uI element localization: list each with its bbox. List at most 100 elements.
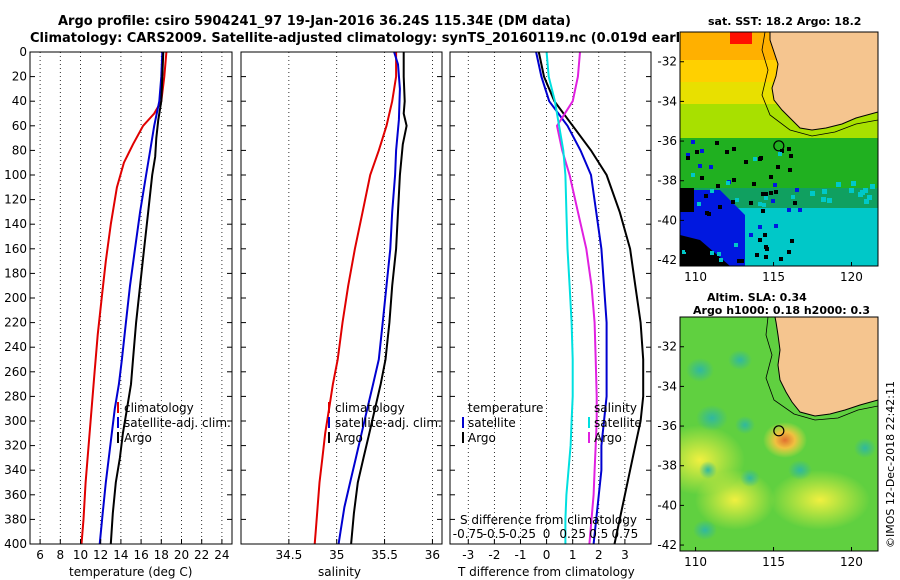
x-tick-label: 14	[113, 548, 128, 562]
sst-pixel	[772, 231, 776, 235]
figure-title-line1: Argo profile: csiro 5904241_97 19-Jan-20…	[58, 14, 571, 29]
map-x-tick-label: 110	[684, 555, 707, 569]
s-tick-label: 0	[543, 527, 551, 541]
sst-pixel	[705, 249, 709, 253]
sst-pixel	[759, 156, 763, 160]
sst-pixel	[724, 215, 728, 219]
sst-pixel	[732, 178, 736, 182]
sla-blob	[728, 350, 752, 370]
sla-blob	[740, 469, 760, 487]
sst-pixel	[725, 150, 729, 154]
y-tick-label: 200	[4, 291, 27, 305]
sst-pixel	[761, 192, 765, 196]
sst-pixel	[735, 198, 739, 202]
series-satellite-adj-clim-	[337, 51, 401, 545]
sst-pixel	[755, 253, 759, 257]
sst-pixel	[798, 208, 802, 212]
x-tick-label: -1	[514, 548, 526, 562]
sst-pixel	[787, 147, 791, 151]
sst-pixel	[856, 213, 861, 218]
sst-map: sat. SST: 18.2 Argo: 18.2 110 115 120 -32 -3…	[657, 15, 879, 284]
y-tick-label: 40	[12, 94, 27, 108]
sst-pixel	[683, 190, 687, 194]
series-salinity-argo	[555, 51, 598, 545]
sla-blob	[699, 461, 717, 479]
sst-pixel	[849, 242, 854, 247]
x-tick-label: 20	[174, 548, 189, 562]
sst-pixel	[775, 239, 779, 243]
sst-pixel	[749, 201, 753, 205]
sst-pixel	[778, 152, 782, 156]
sst-pixel	[851, 230, 856, 235]
sst-pixel	[788, 225, 792, 229]
sst-pixel	[793, 201, 797, 205]
sst-pixel	[867, 195, 872, 200]
sla-blob	[696, 405, 728, 431]
map-x-tick-label: 115	[762, 270, 785, 284]
s-tick-label: 0.5	[589, 527, 608, 541]
legend-temp-argo-label: Argo	[468, 431, 496, 445]
sst-map-axes	[679, 31, 879, 267]
sst-pixel	[822, 189, 827, 194]
sst-pixel	[870, 184, 875, 189]
map-y-tick-label: -34	[657, 379, 677, 393]
sst-pixel	[776, 165, 780, 169]
legend-sal-argo-label: Argo	[594, 431, 622, 445]
sst-pixel	[871, 220, 876, 225]
sst-pixel	[731, 200, 735, 204]
x-tick-label: -2	[488, 548, 500, 562]
x-tick-label: 36	[425, 548, 440, 562]
sst-pixel	[836, 182, 841, 187]
difference-panel: -3 -2 -1 0 1 2 3 S difference from climatology…	[449, 51, 652, 579]
x-tick-label: 0	[543, 548, 551, 562]
sla-map: Altim. SLA: 0.34 Argo h1000: 0.18 h2000:…	[657, 291, 879, 569]
sst-pixel	[719, 258, 723, 262]
y-tick-label: 180	[4, 266, 27, 280]
difference-legend: temperature satellite Argo salinity sate…	[462, 401, 642, 445]
sst-pixel	[705, 211, 709, 215]
sst-pixel	[791, 195, 795, 199]
temperature-axes	[29, 51, 233, 545]
sst-pixel	[753, 157, 757, 161]
sst-pixel	[873, 224, 878, 229]
sst-pixel	[718, 205, 722, 209]
salinity-xlabel: salinity	[318, 565, 361, 579]
y-tick-label: 320	[4, 439, 27, 453]
legend-satellite-label: satellite-adj. clim.	[124, 416, 231, 430]
sst-pixel	[864, 199, 869, 204]
sst-pixel	[709, 165, 713, 169]
sst-pixel	[707, 228, 711, 232]
sst-pixel	[752, 182, 756, 186]
sst-pixel	[779, 257, 783, 261]
sla-blob	[770, 470, 870, 530]
sst-pixel	[700, 149, 704, 153]
series-satellite-adj-clim-	[98, 51, 164, 545]
sst-shelf-contour	[761, 32, 878, 137]
s-difference-label: S difference from climatology	[460, 513, 637, 527]
x-tick-label: 3	[621, 548, 629, 562]
sst-pixel	[710, 251, 714, 255]
series-salinity-satellite	[545, 51, 574, 544]
y-tick-label: 260	[4, 365, 27, 379]
map-y-tick-label: -36	[657, 419, 677, 433]
legend-salinity-heading: salinity	[594, 401, 637, 415]
sla-blob	[686, 358, 714, 382]
sst-pixel	[716, 184, 720, 188]
y-tick-label: 360	[4, 488, 27, 502]
s-tick-label: 0.75	[612, 527, 639, 541]
sst-pixel	[698, 164, 702, 168]
map-x-tick-label: 120	[840, 270, 863, 284]
sst-map-title: sat. SST: 18.2 Argo: 18.2	[708, 15, 861, 28]
sla-blob	[693, 520, 717, 540]
sst-pixel	[810, 191, 815, 196]
sst-pixel	[717, 252, 721, 256]
difference-axes	[449, 51, 652, 545]
sst-pixel	[858, 192, 863, 197]
map-y-tick-label: -40	[657, 213, 677, 227]
map-y-tick-label: -38	[657, 459, 677, 473]
sst-pixel	[827, 198, 832, 203]
legend-climatology-label: climatology	[124, 401, 194, 415]
map-y-tick-label: -40	[657, 498, 677, 512]
x-tick-label: 18	[154, 548, 169, 562]
